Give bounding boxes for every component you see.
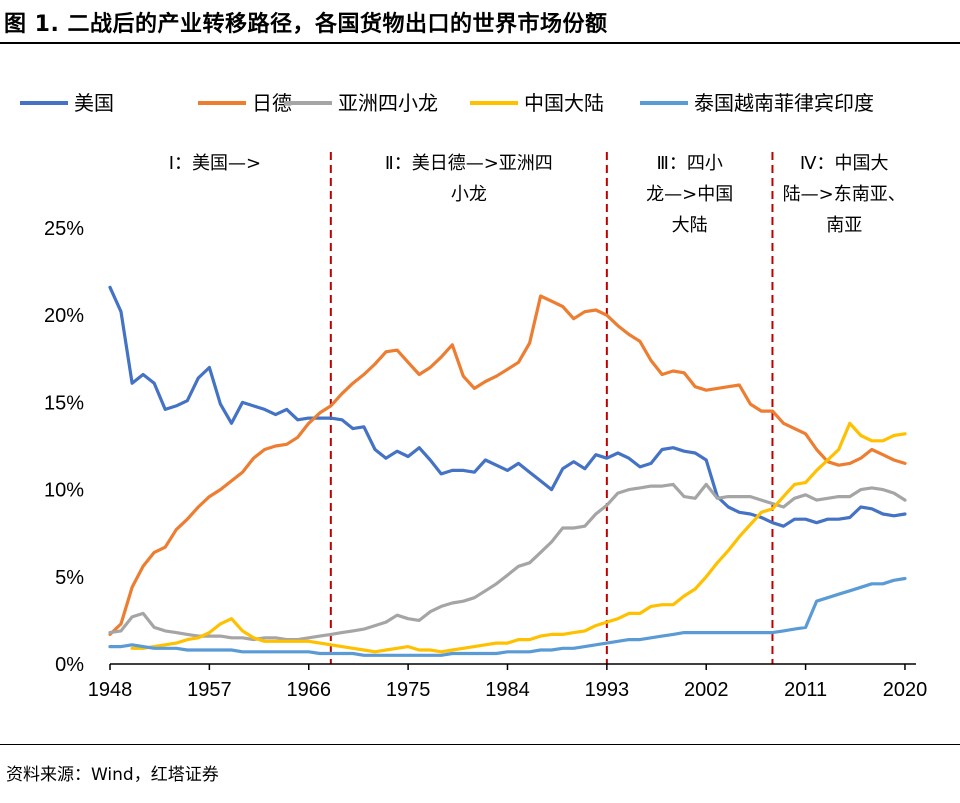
phase-label: 南亚 xyxy=(826,215,862,236)
legend-label: 亚洲四小龙 xyxy=(338,91,438,115)
title-rule xyxy=(0,42,960,44)
series-lines xyxy=(108,285,907,657)
x-tick-label: 1957 xyxy=(187,679,232,701)
phase-label: Ⅱ：美日德—>亚洲四 xyxy=(385,153,553,174)
phase-label: 龙—>中国 xyxy=(646,184,733,205)
phase-label: 陆—>东南亚、 xyxy=(783,184,906,205)
x-tick-label: 1975 xyxy=(386,679,431,701)
y-tick-label: 25% xyxy=(44,218,84,240)
x-tick-label: 1966 xyxy=(286,679,331,701)
series-line xyxy=(108,482,907,642)
legend-label: 泰国越南菲律宾印度 xyxy=(694,91,874,115)
x-tick-label: 1984 xyxy=(485,679,530,701)
series-line xyxy=(108,576,907,657)
y-tick-label: 20% xyxy=(44,305,84,327)
chart-legend: 美国 日德 亚洲四小龙 中国大陆 泰国越南菲律宾印度 xyxy=(20,91,874,115)
phase-labels: Ⅰ：美国—> Ⅱ：美日德—>亚洲四小龙 Ⅲ：四小龙—>中国大陆 Ⅳ：中国大陆—>东南亚… xyxy=(169,153,906,236)
x-tick-label: 2002 xyxy=(684,679,729,701)
chart-axes: 0% 5% 10% 15% 20% 25% 1948 1957 1966 1975 1984 1993… xyxy=(44,218,927,701)
phase-label: Ⅳ：中国大 xyxy=(800,153,889,174)
legend-label: 美国 xyxy=(74,91,114,115)
x-tick-label: 2020 xyxy=(883,679,928,701)
phase-label: 大陆 xyxy=(672,215,708,236)
phase-label: Ⅰ：美国—> xyxy=(169,153,261,174)
line-chart: 美国 日德 亚洲四小龙 中国大陆 泰国越南菲律宾印度 Ⅰ：美国—> Ⅱ：美日德—>亚洲四小… xyxy=(20,91,927,701)
legend-label: 中国大陆 xyxy=(524,91,604,115)
phase-dividers xyxy=(329,152,774,664)
y-tick-label: 10% xyxy=(44,480,84,502)
phase-label: 小龙 xyxy=(451,184,487,205)
series-line xyxy=(130,421,907,654)
x-tick-label: 2011 xyxy=(784,679,827,701)
source-note: 资料来源：Wind，红塔证券 xyxy=(6,765,219,785)
figure-title: 图 1. 二战后的产业转移路径，各国货物出口的世界市场份额 xyxy=(4,12,608,37)
y-tick-label: 0% xyxy=(55,654,84,676)
x-tick-label: 1948 xyxy=(88,679,133,701)
x-tick-label: 1993 xyxy=(585,679,630,701)
y-tick-label: 5% xyxy=(55,567,84,589)
series-line xyxy=(108,285,907,528)
phase-label: Ⅲ：四小 xyxy=(656,153,722,174)
series-line xyxy=(108,294,907,636)
y-tick-label: 15% xyxy=(44,392,84,414)
source-rule xyxy=(0,744,960,745)
